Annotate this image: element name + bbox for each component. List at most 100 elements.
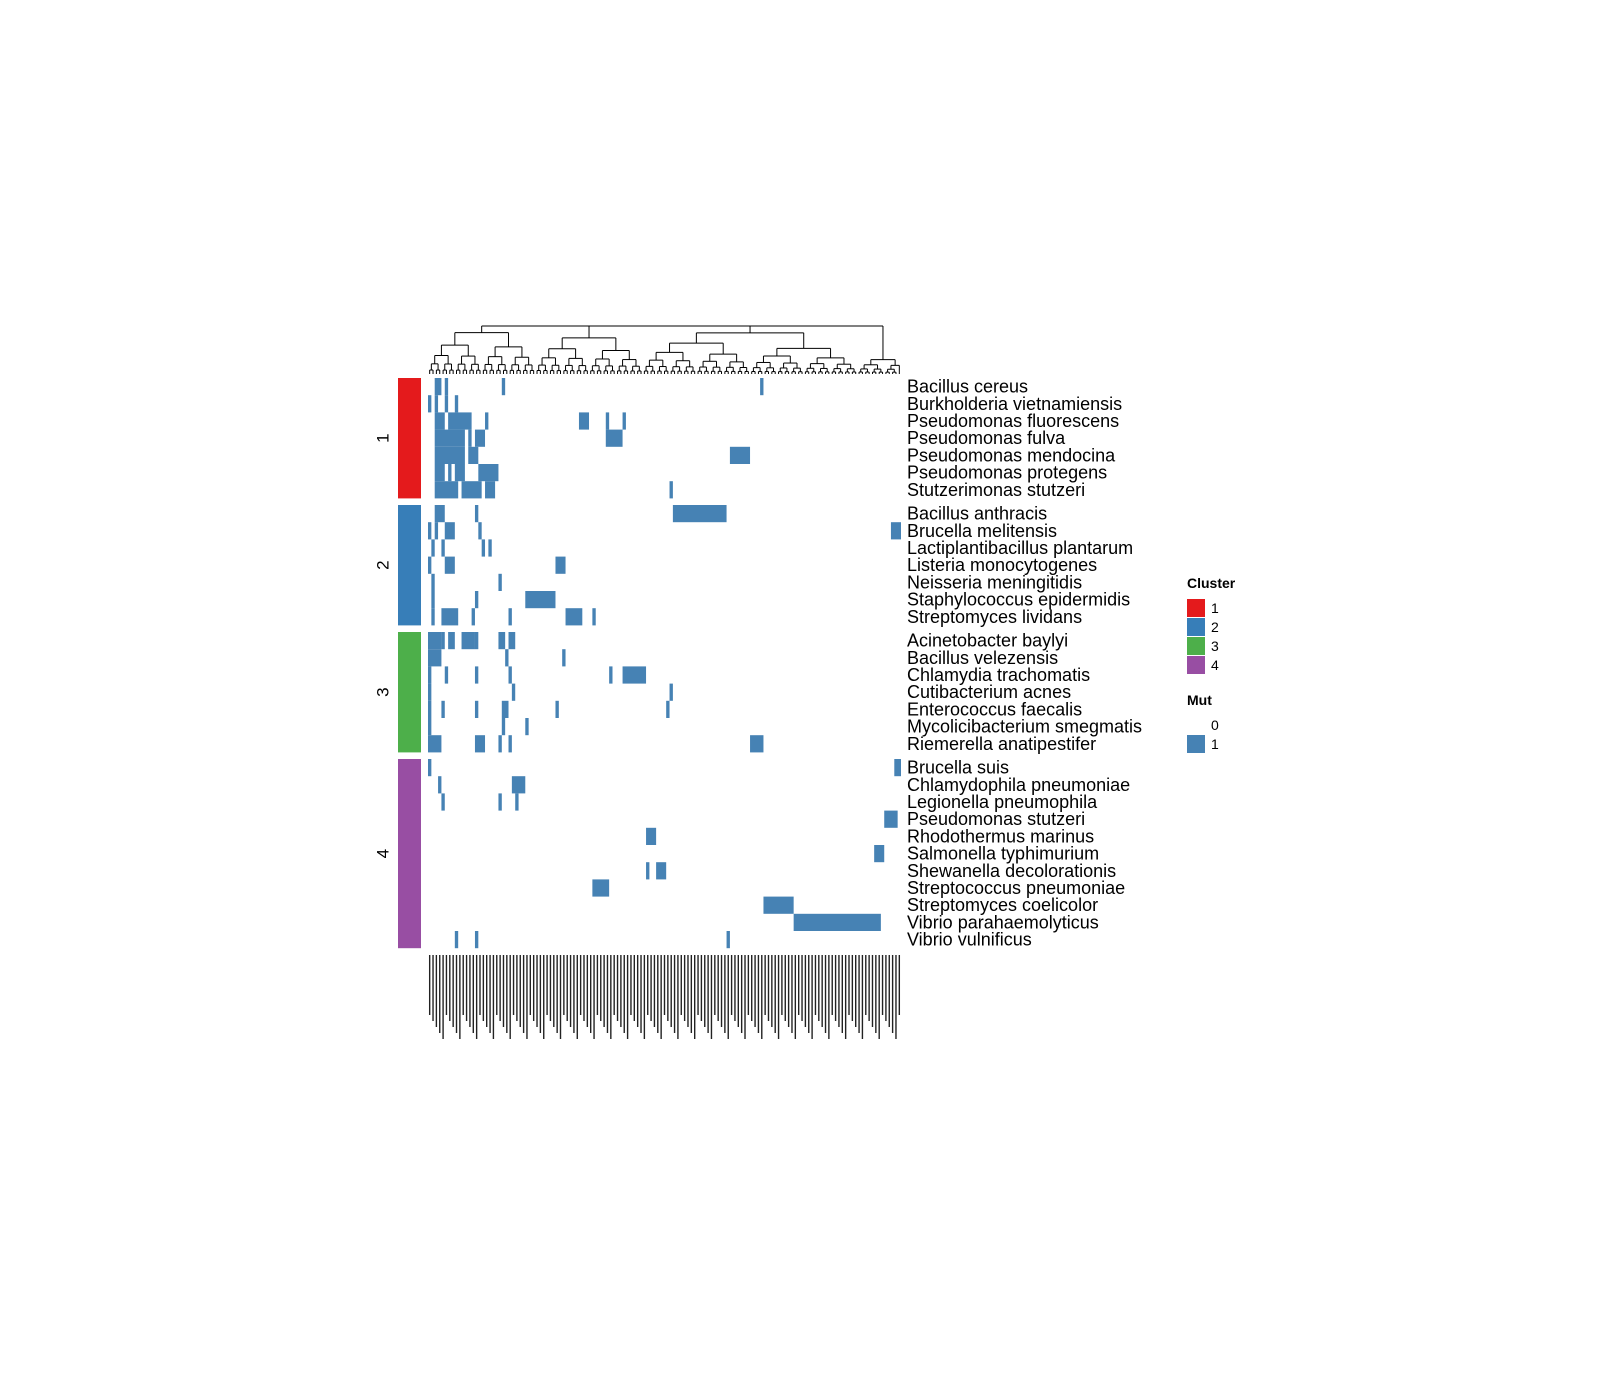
- legend-cluster-4-swatch: [1187, 656, 1205, 674]
- heatmap-cell: [444, 395, 449, 413]
- cluster-bar-2: [398, 505, 421, 626]
- heatmap-cell: [760, 378, 764, 396]
- heatmap-cell: [562, 649, 566, 667]
- heatmap-cell: [471, 608, 475, 626]
- heatmap-cell: [646, 862, 650, 880]
- heatmap-cell: [729, 446, 751, 464]
- heatmap-cell: [428, 683, 432, 701]
- heatmap-cell: [485, 412, 489, 430]
- heatmap-cell: [793, 913, 881, 931]
- heatmap-cell: [592, 608, 596, 626]
- heatmap-cell: [498, 735, 502, 753]
- legend-mut-0-label: 0: [1211, 717, 1219, 733]
- heatmap-cell: [672, 505, 727, 523]
- heatmap-cell: [448, 464, 452, 482]
- heatmap-cell: [622, 412, 626, 430]
- cluster-label-1: 1: [373, 433, 392, 442]
- heatmap-cell: [434, 378, 442, 396]
- heatmap-cell: [444, 666, 449, 684]
- heatmap-cell: [656, 862, 667, 880]
- cluster-number-labels: 1 2 3 4: [373, 433, 392, 858]
- row-label: Chlamydophila pneumoniae: [907, 775, 1130, 795]
- row-label: Streptococcus pneumoniae: [907, 878, 1125, 898]
- heatmap-cell: [565, 608, 583, 626]
- heatmap-cell: [874, 845, 885, 863]
- heatmap-cell: [485, 481, 496, 499]
- row-label: Bacillus velezensis: [907, 648, 1058, 668]
- heatmap-cell: [454, 464, 465, 482]
- row-label: Enterococcus faecalis: [907, 699, 1082, 719]
- row-label: Riemerella anatipestifer: [907, 734, 1096, 754]
- cluster-bar-1: [398, 378, 421, 499]
- heatmap-cell: [474, 666, 479, 684]
- heatmap-cell: [431, 539, 435, 557]
- cluster-label-3: 3: [373, 687, 392, 696]
- row-label: Vibrio parahaemolyticus: [907, 912, 1099, 932]
- row-label: Pseudomonas stutzeri: [907, 809, 1085, 829]
- heatmap-cell: [666, 700, 670, 718]
- heatmap-cell: [454, 395, 459, 413]
- heatmap-cell: [474, 591, 479, 609]
- heatmap-cell: [592, 879, 610, 897]
- heatmap-cell: [441, 539, 445, 557]
- heatmap-cell: [501, 700, 509, 718]
- row-label: Brucella suis: [907, 758, 1009, 778]
- heatmap-cell: [508, 735, 512, 753]
- legend-mut-0-swatch: [1187, 716, 1205, 734]
- row-label: Streptomyces lividans: [907, 607, 1082, 627]
- heatmap-cell: [474, 700, 479, 718]
- heatmap-cell: [468, 446, 479, 464]
- heatmap-cell: [478, 464, 499, 482]
- cluster-label-4: 4: [373, 849, 392, 858]
- heatmap-cell: [646, 827, 657, 845]
- heatmap-cell: [434, 395, 439, 413]
- heatmap-cell: [763, 896, 794, 914]
- heatmap-cell: [454, 931, 459, 949]
- heatmap-cell: [890, 522, 901, 540]
- heatmap-cell: [444, 556, 455, 574]
- column-dendrogram: [429, 325, 900, 374]
- row-label: Pseudomonas fulva: [907, 428, 1066, 448]
- legend-mut-1-swatch: [1187, 735, 1205, 753]
- heatmap-cell: [461, 481, 482, 499]
- row-label: Acinetobacter baylyi: [907, 631, 1068, 651]
- heatmap-cell: [431, 608, 435, 626]
- heatmap-cell: [501, 378, 506, 396]
- legend-cluster-4-label: 4: [1211, 657, 1219, 673]
- row-label: Cutibacterium acnes: [907, 682, 1071, 702]
- heatmap-cell: [428, 735, 442, 753]
- heatmap-cell: [474, 735, 486, 753]
- row-label: Staphylococcus epidermidis: [907, 590, 1130, 610]
- row-label: Neisseria meningitidis: [907, 572, 1082, 592]
- heatmap-cell: [434, 464, 445, 482]
- row-label: Brucella melitensis: [907, 521, 1057, 541]
- heatmap-cell: [428, 666, 432, 684]
- heatmap-cell: [508, 608, 512, 626]
- heatmap-cell: [438, 776, 442, 794]
- heatmap-body: [428, 378, 901, 949]
- heatmap-cell: [508, 632, 516, 650]
- heatmap-cell: [505, 649, 509, 667]
- heatmap-cell: [515, 793, 519, 811]
- row-label: Rhodothermus marinus: [907, 826, 1094, 846]
- heatmap-cell: [488, 539, 492, 557]
- heatmap-cell: [474, 505, 479, 523]
- heatmap-cell: [609, 666, 613, 684]
- heatmap-cell: [669, 683, 673, 701]
- row-label: Bacillus cereus: [907, 377, 1028, 397]
- row-label: Pseudomonas protegens: [907, 463, 1107, 483]
- row-label: Streptomyces coelicolor: [907, 895, 1098, 915]
- heatmap-cell: [481, 539, 486, 557]
- row-label: Stutzerimonas stutzeri: [907, 480, 1085, 500]
- row-label: Legionella pneumophila: [907, 792, 1098, 812]
- legend-cluster-1-label: 1: [1211, 600, 1219, 616]
- heatmap-cell: [441, 608, 459, 626]
- heatmap-cell: [428, 556, 432, 574]
- heatmap-cell: [434, 505, 445, 523]
- heatmap-cell: [428, 649, 442, 667]
- legend-mut-1-label: 1: [1211, 736, 1219, 752]
- row-label: Chlamydia trachomatis: [907, 665, 1090, 685]
- heatmap-cell: [622, 666, 647, 684]
- heatmap-cell: [726, 931, 730, 949]
